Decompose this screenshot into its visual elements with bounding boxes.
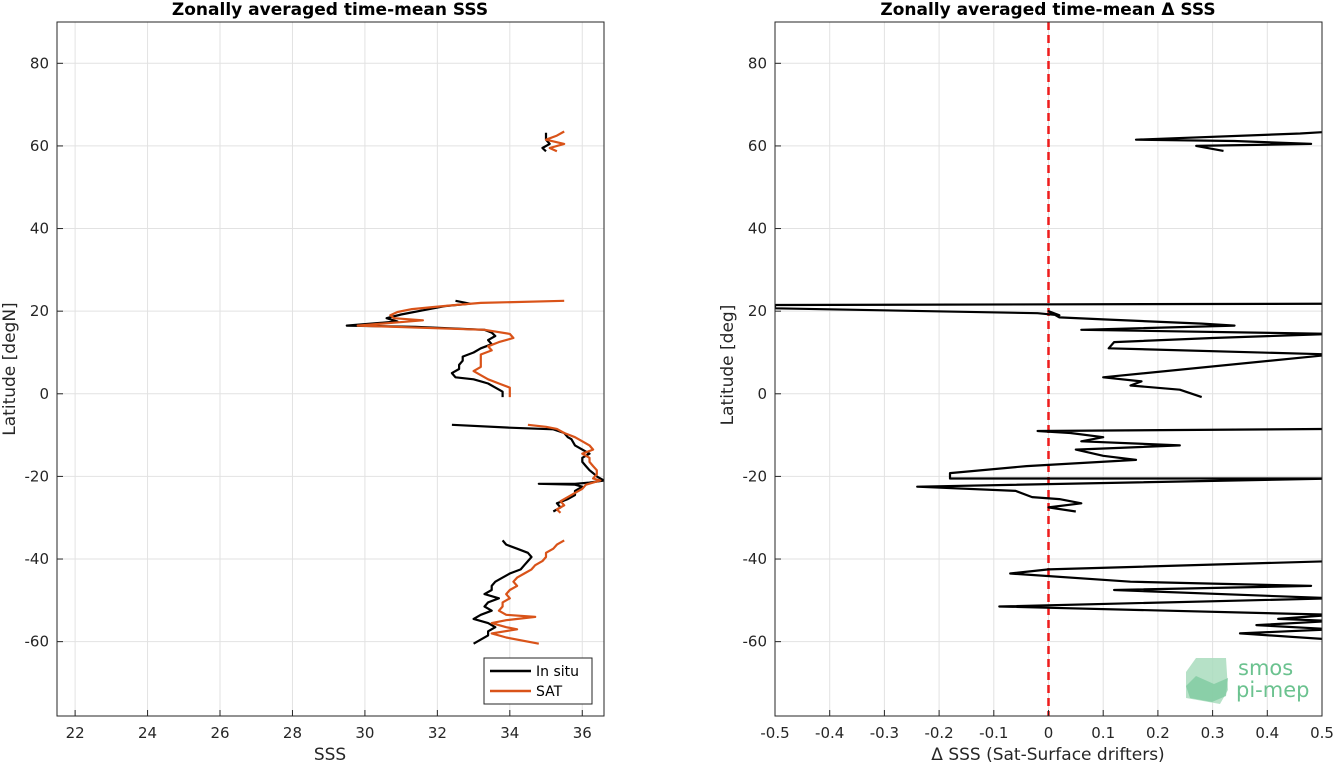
delta-sss-y-tick-label: -20 xyxy=(743,467,768,485)
legend-box xyxy=(483,657,593,705)
sss-x-tick-label: 24 xyxy=(138,724,157,742)
sss-line-in-situ xyxy=(472,539,533,645)
sss-x-tick-label: 30 xyxy=(355,724,374,742)
delta-sss-x-tick-label: 0.3 xyxy=(1201,724,1225,742)
sss-tick-labels: 22 24 26 28 30 32 34 36 -60 -40 -20 0 20 40 60 80 xyxy=(25,54,592,742)
delta-sss-x-tick-label: 0.4 xyxy=(1255,724,1279,742)
sss-line-sat xyxy=(490,539,565,645)
delta-sss-x-tick-label: -0.2 xyxy=(924,724,953,742)
sss-x-axis-label: SSS xyxy=(314,745,346,764)
sss-line-in-situ xyxy=(451,423,604,513)
sss-grid xyxy=(57,22,604,716)
sss-y-axis-label: Latitude [degN] xyxy=(0,302,20,435)
delta-sss-y-tick-label: -40 xyxy=(743,550,768,568)
sss-y-tick-label: -60 xyxy=(25,633,50,651)
logo-text-pi-mep: pi-mep xyxy=(1236,678,1309,702)
delta-sss-panel: -0.5 -0.4 -0.3 -0.2 -0.1 0 0.1 0.2 0.3 0.4 0.5 -60 -… xyxy=(718,0,1333,764)
delta-sss-y-axis-label: Latitude [deg] xyxy=(718,305,738,426)
sss-x-tick-label: 36 xyxy=(573,724,592,742)
sss-x-tick-label: 32 xyxy=(428,724,447,742)
delta-sss-y-tick-label: 20 xyxy=(748,302,767,320)
delta-sss-line-series-0 xyxy=(1134,131,1322,152)
delta-sss-y-tick-label: 40 xyxy=(748,220,767,238)
sss-line-sat xyxy=(544,130,566,153)
delta-sss-x-tick-label: 0.1 xyxy=(1091,724,1115,742)
sss-y-tick-label: 60 xyxy=(30,137,49,155)
sss-y-tick-label: 20 xyxy=(30,302,49,320)
delta-sss-line-series-0 xyxy=(998,560,1322,640)
delta-sss-line-series-0 xyxy=(775,302,1322,399)
legend: In situ SAT xyxy=(483,657,593,705)
delta-sss-y-tick-label: 80 xyxy=(748,54,767,72)
sss-line-in-situ xyxy=(345,299,504,398)
sss-axes-frame xyxy=(56,21,605,717)
delta-sss-tick-labels: -0.5 -0.4 -0.3 -0.2 -0.1 0 0.1 0.2 0.3 0.4 0.5 -60 -… xyxy=(743,54,1333,742)
sss-line-sat xyxy=(527,423,602,514)
logo-wave xyxy=(1186,676,1228,702)
sss-panel: 22 24 26 28 30 32 34 36 -60 -40 -20 0 20 40 60 80 Zonal… xyxy=(0,0,605,764)
delta-sss-x-tick-label: -0.3 xyxy=(870,724,899,742)
delta-sss-chart-title: Zonally averaged time-mean Δ SSS xyxy=(880,0,1215,20)
delta-sss-x-tick-label: 0.2 xyxy=(1146,724,1170,742)
delta-sss-x-tick-label: -0.5 xyxy=(760,724,789,742)
sss-x-tick-label: 26 xyxy=(210,724,229,742)
legend-label-in-situ: In situ xyxy=(536,664,579,680)
sss-x-tick-label: 22 xyxy=(66,724,85,742)
smos-pi-mep-logo: smos pi-mep xyxy=(1186,656,1309,704)
sss-line-sat xyxy=(356,299,565,398)
sss-y-tick-label: -20 xyxy=(25,467,50,485)
delta-sss-x-tick-label: -0.1 xyxy=(979,724,1008,742)
delta-sss-y-tick-label: 60 xyxy=(748,137,767,155)
delta-sss-line-series-0 xyxy=(916,427,1322,513)
legend-label-sat: SAT xyxy=(536,684,563,700)
delta-sss-x-tick-label: -0.4 xyxy=(815,724,844,742)
sss-plot-area xyxy=(345,130,604,645)
sss-x-tick-label: 28 xyxy=(283,724,302,742)
sss-y-tick-label: 80 xyxy=(30,54,49,72)
sss-x-tick-label: 34 xyxy=(500,724,519,742)
delta-sss-y-tick-label: 0 xyxy=(757,385,767,403)
delta-sss-x-tick-label: 0.5 xyxy=(1310,724,1333,742)
delta-sss-plot-area xyxy=(775,22,1322,716)
delta-sss-x-axis-label: Δ SSS (Sat-Surface drifters) xyxy=(931,745,1164,764)
sss-y-tick-label: -40 xyxy=(25,550,50,568)
sss-y-tick-label: 0 xyxy=(39,385,49,403)
sss-chart-title: Zonally averaged time-mean SSS xyxy=(172,0,488,20)
logo-text-smos: smos xyxy=(1238,656,1293,680)
delta-sss-x-tick-label: 0 xyxy=(1044,724,1054,742)
delta-sss-y-tick-label: -60 xyxy=(743,633,768,651)
sss-y-tick-label: 40 xyxy=(30,220,49,238)
sss-line-in-situ xyxy=(541,132,551,153)
